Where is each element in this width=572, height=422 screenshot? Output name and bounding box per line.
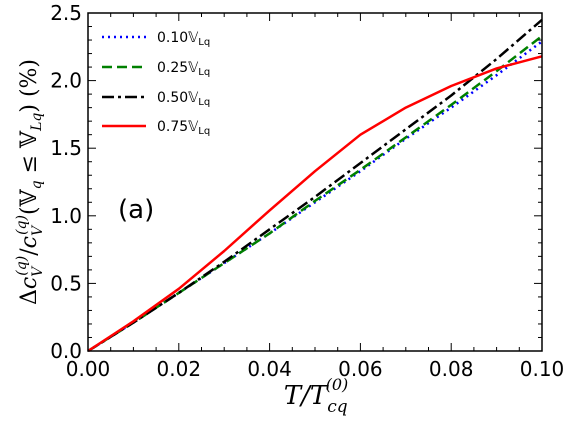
x-axis-label: T/Tcq(0) xyxy=(284,375,349,417)
series-line-2 xyxy=(87,18,543,353)
x-tick-label: 0.10 xyxy=(520,357,565,381)
y-tick-label: 2.5 xyxy=(50,1,82,25)
y-tick-label: 0.0 xyxy=(50,339,82,363)
y-tick-label: 1.0 xyxy=(50,204,82,228)
x-tick-label: 0.08 xyxy=(429,357,474,381)
x-tick-label: 0.06 xyxy=(338,357,383,381)
x-tick-label: 0.04 xyxy=(247,357,292,381)
legend-label-1: 0.25𝕍Lq xyxy=(157,60,210,78)
legend-label-0: 0.10𝕍Lq xyxy=(157,30,210,48)
x-tick-label: 0.00 xyxy=(66,357,111,381)
plot-lines xyxy=(87,18,543,353)
legend-label-2: 0.50𝕍Lq xyxy=(157,90,210,108)
series-line-3 xyxy=(87,55,543,353)
legend: 0.10𝕍Lq 0.25𝕍Lq 0.50𝕍Lq 0.75𝕍Lq xyxy=(102,30,210,137)
y-tick-label: 0.5 xyxy=(50,271,82,295)
axis-ticks xyxy=(87,12,543,352)
y-axis-label: ΔcV(q)/cV(q)(𝕍q ≤ 𝕍Lq) (%) xyxy=(14,59,46,305)
axis-tick-labels: 0.00 0.02 0.04 0.06 0.08 0.10 0.0 0.5 1.0 1.5 2.0 2… xyxy=(50,1,564,381)
panel-label: (a) xyxy=(118,195,154,225)
legend-label-3: 0.75𝕍Lq xyxy=(157,119,210,137)
y-tick-label: 1.5 xyxy=(50,136,82,160)
x-tick-label: 0.02 xyxy=(157,357,202,381)
y-tick-label: 2.0 xyxy=(50,69,82,93)
series-line-1 xyxy=(87,35,543,353)
